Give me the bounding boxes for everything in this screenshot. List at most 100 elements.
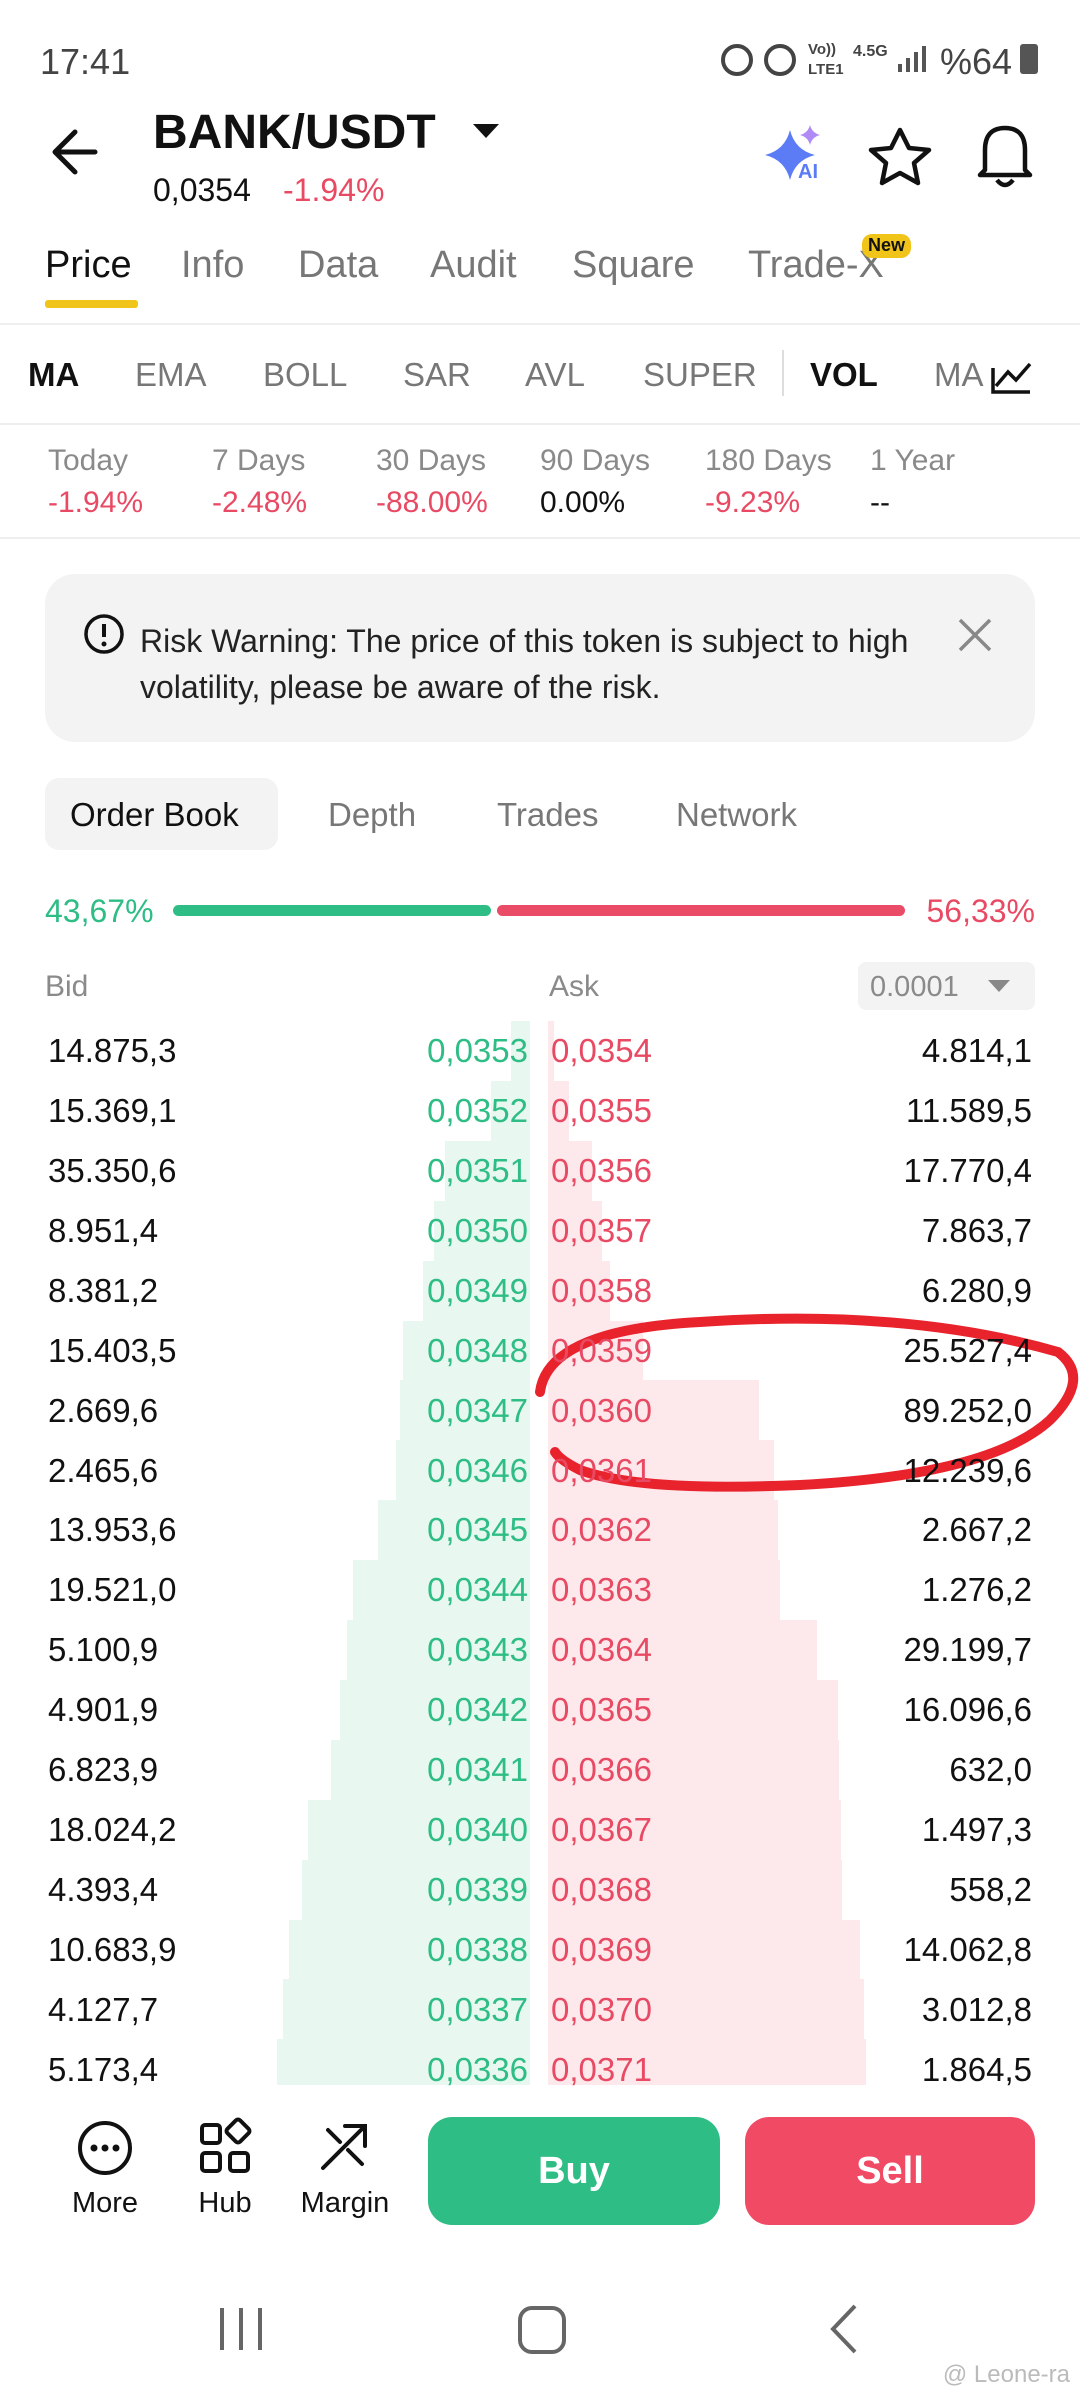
ask-depth-bar [548, 1919, 860, 1981]
nav-back[interactable] [830, 2304, 857, 2354]
select-arrow [988, 980, 1010, 992]
warning-icon [84, 614, 124, 654]
ask-price: 0,0358 [551, 1271, 652, 1309]
indicator[interactable]: MA [934, 356, 984, 394]
tab-underline [45, 300, 138, 308]
annotation [535, 1313, 1079, 1492]
bid-amount: 4.393,4 [48, 1870, 159, 1908]
tab[interactable]: Trade-X [748, 244, 884, 287]
ask-price: 0,0360 [551, 1391, 652, 1429]
bid-price: 0,0340 [427, 1810, 528, 1848]
bid-amount: 4.901,9 [48, 1691, 159, 1729]
bid-amount: 5.100,9 [48, 1631, 159, 1669]
divider [782, 350, 784, 396]
ask-amount: 1.276,2 [921, 1571, 1032, 1609]
precision[interactable]: 0.0001 [870, 970, 959, 1003]
back-icon[interactable] [52, 129, 98, 175]
ask-price: 0,0366 [551, 1751, 652, 1788]
nav-home[interactable] [518, 2306, 566, 2354]
ask-price: 0,0370 [551, 1990, 652, 2028]
close-icon[interactable] [958, 618, 992, 652]
ask-depth-bar [548, 1260, 611, 1322]
ask-price: 0,0362 [551, 1511, 652, 1549]
ask-amount: 14.062,8 [903, 1930, 1032, 1968]
indicator[interactable]: BOLL [263, 356, 348, 394]
indicator[interactable]: MA [28, 356, 80, 394]
more-icon[interactable] [78, 2121, 132, 2175]
sell-button[interactable] [745, 2117, 1035, 2225]
indicator[interactable]: EMA [135, 356, 207, 394]
ask-depth-bar [548, 1799, 841, 1861]
bid-price: 0,0341 [427, 1751, 528, 1788]
ai-icon[interactable] [765, 130, 815, 180]
period-label: 90 Days [540, 444, 651, 477]
chart-settings-icon[interactable] [991, 362, 1032, 394]
precision-select[interactable] [858, 962, 1035, 1010]
bid-price: 0,0345 [427, 1511, 528, 1549]
indicator[interactable]: AVL [525, 356, 585, 394]
bid-depth-bar [399, 1380, 530, 1442]
lte: LTE1 [808, 61, 844, 78]
tab[interactable]: Info [181, 244, 245, 287]
tab[interactable]: Square [572, 244, 695, 287]
bid-ratio: 43,67% [45, 892, 154, 929]
tab[interactable]: Data [298, 244, 379, 287]
star-icon[interactable] [868, 127, 932, 186]
ask-amount: 11.589,5 [905, 1092, 1032, 1130]
hub-icon[interactable] [200, 2117, 252, 2173]
bid-price: 0,0343 [427, 1631, 528, 1669]
indicator[interactable]: SAR [403, 356, 471, 394]
ask-price: 0,0355 [551, 1092, 652, 1130]
ask-price: 0,0361 [551, 1451, 652, 1489]
bid-amount: 14.875,3 [48, 1032, 177, 1070]
book-tab[interactable]: Trades [497, 796, 599, 834]
bid-depth-bar [302, 1859, 530, 1921]
divider [0, 423, 1080, 425]
indicator[interactable]: SUPER [643, 356, 757, 394]
tab-pill[interactable] [45, 778, 278, 850]
bid-amount: 2.669,6 [48, 1391, 159, 1429]
bid-price: 0,0338 [427, 1930, 528, 1968]
ask-price: 0,0365 [551, 1691, 652, 1729]
ask-amount: 17.770,4 [903, 1152, 1032, 1189]
new-badge: New [862, 234, 912, 258]
dropdown-icon[interactable] [473, 124, 499, 138]
bid-amount: 5.173,4 [48, 2050, 159, 2088]
ask-ratio: 56,33% [926, 892, 1035, 929]
tab[interactable]: Price [45, 244, 132, 287]
volte: Vo)) [808, 41, 837, 58]
bid-header: Bid [45, 970, 89, 1003]
ask-price: 0,0368 [551, 1870, 652, 1908]
more-icon [90, 2144, 120, 2152]
bid-price: 0,0346 [427, 1451, 528, 1489]
ask-depth-bar [548, 1620, 818, 1681]
ask-amount: 25.527,4 [903, 1331, 1032, 1369]
bid-price: 0,0352 [427, 1092, 528, 1130]
battery: %64 [940, 41, 1013, 83]
ask-amount: 1.497,3 [921, 1810, 1032, 1848]
bid-depth-bar [276, 2039, 530, 2085]
ask-amount: 12.239,6 [903, 1451, 1032, 1489]
ask-depth-bar [548, 1979, 864, 2041]
price: 0,0354 [153, 171, 251, 208]
bid-price: 0,0350 [427, 1211, 528, 1249]
indicator[interactable]: VOL [810, 356, 878, 394]
book-tab[interactable]: Order Book [70, 796, 239, 834]
ask-price: 0,0367 [551, 1810, 652, 1848]
ai-badge: AI [798, 161, 818, 183]
bid-price: 0,0349 [427, 1271, 528, 1309]
buy-button[interactable] [428, 2117, 720, 2225]
bid-ratio-bar [173, 905, 491, 916]
nav-recents[interactable] [220, 2308, 262, 2350]
book-tab[interactable]: Network [676, 796, 798, 834]
margin-icon[interactable] [321, 2124, 367, 2170]
ask-price: 0,0364 [551, 1631, 652, 1669]
bell-icon[interactable] [977, 125, 1033, 188]
tab[interactable]: Audit [430, 244, 517, 287]
ask-depth-bar [548, 1140, 593, 1202]
period-label: 30 Days [376, 444, 487, 477]
book-tab[interactable]: Depth [328, 796, 417, 834]
ask-price: 0,0354 [551, 1032, 652, 1070]
signal-icon [898, 46, 926, 72]
